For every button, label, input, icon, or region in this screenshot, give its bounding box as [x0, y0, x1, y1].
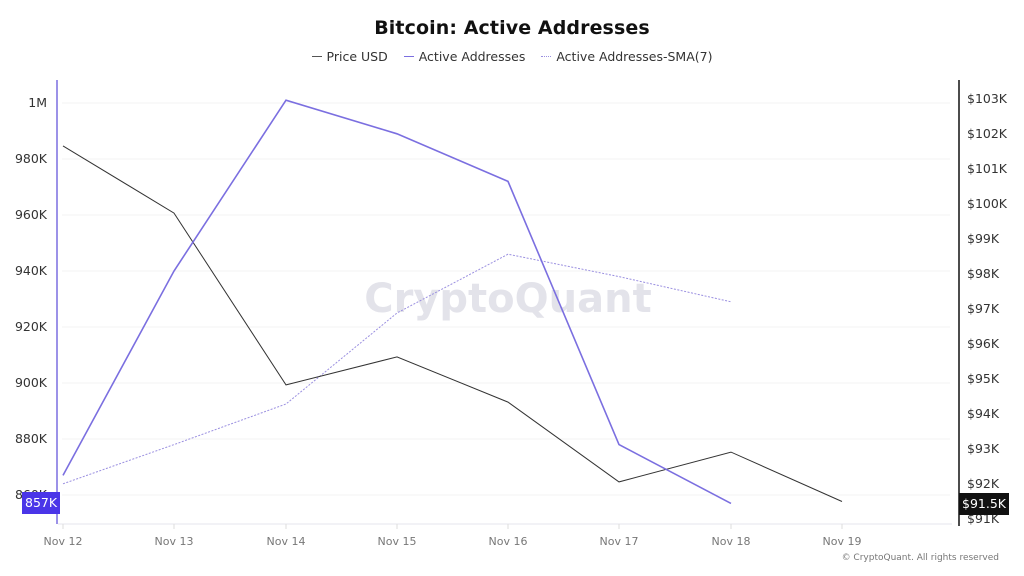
- right-axis-tick-label: $93K: [967, 441, 1000, 456]
- right-axis-tick-label: $101K: [967, 161, 1008, 176]
- price-line[interactable]: [62, 145, 843, 502]
- left-axis-current-value-badge: 857K: [22, 492, 61, 514]
- x-axis-ticks: Nov 12 Nov 13 Nov 14 Nov 15 Nov 16 Nov 17 Nov …: [44, 524, 862, 548]
- left-axis-ticks: 1M980K960K940K920K900K880K860K: [15, 95, 48, 502]
- legend-item-active-addresses[interactable]: Active Addresses: [403, 49, 526, 64]
- right-axis-ticks: $103K $102K $101K $100K $99K $98K $97K $96K $95K…: [967, 91, 1008, 526]
- x-axis-tick-label: Nov 16: [489, 535, 528, 548]
- right-axis-tick-label: $97K: [967, 301, 1000, 316]
- legend-item-price[interactable]: Price USD: [311, 49, 388, 64]
- x-axis-tick-label: Nov 17: [600, 535, 639, 548]
- left-axis-tick-label: 880K: [15, 431, 48, 446]
- active-addresses-line[interactable]: [62, 99, 732, 505]
- right-axis-tick-label: $100K: [967, 196, 1008, 211]
- left-axis-tick-label: 900K: [15, 375, 48, 390]
- watermark: CryptoQuant: [364, 276, 651, 322]
- x-axis-tick-label: Nov 18: [712, 535, 751, 548]
- x-axis-tick-label: Nov 13: [155, 535, 194, 548]
- right-axis-tick-label: $99K: [967, 231, 1000, 246]
- sma-line-swatch-icon: [541, 56, 552, 57]
- right-axis-tick-label: $96K: [967, 336, 1000, 351]
- right-axis-tick-label: $98K: [967, 266, 1000, 281]
- left-axis-tick-label: 980K: [15, 151, 48, 166]
- legend-label: Active Addresses: [418, 49, 526, 64]
- copyright-footer: © CryptoQuant. All rights reserved: [841, 553, 999, 563]
- left-axis-tick-label: 1M: [28, 95, 47, 110]
- right-axis-tick-label: $95K: [967, 371, 1000, 386]
- legend-label: Active Addresses-SMA(7): [556, 49, 713, 64]
- legend-label: Price USD: [326, 49, 388, 64]
- right-axis-tick-label: $102K: [967, 126, 1008, 141]
- right-axis-tick-label: $92K: [967, 476, 1000, 491]
- left-axis-tick-label: 940K: [15, 263, 48, 278]
- legend-item-sma[interactable]: Active Addresses-SMA(7): [541, 49, 712, 64]
- x-axis-tick-label: Nov 15: [378, 535, 417, 548]
- x-axis-tick-label: Nov 14: [267, 535, 306, 548]
- right-axis-tick-label: $103K: [967, 91, 1008, 106]
- x-axis-tick-label: Nov 19: [823, 535, 862, 548]
- left-axis-tick-label: 960K: [15, 207, 48, 222]
- right-axis-tick-label: $94K: [967, 406, 1000, 421]
- legend: Price USD Active Addresses Active Addres…: [0, 49, 1024, 64]
- x-axis-tick-label: Nov 12: [44, 535, 83, 548]
- left-axis-tick-label: 920K: [15, 319, 48, 334]
- price-line-swatch-icon: [311, 56, 322, 57]
- chart-title: Bitcoin: Active Addresses: [374, 17, 650, 39]
- active-line-swatch-icon: [403, 56, 414, 57]
- right-axis-current-value-badge: $91.5K: [959, 493, 1009, 515]
